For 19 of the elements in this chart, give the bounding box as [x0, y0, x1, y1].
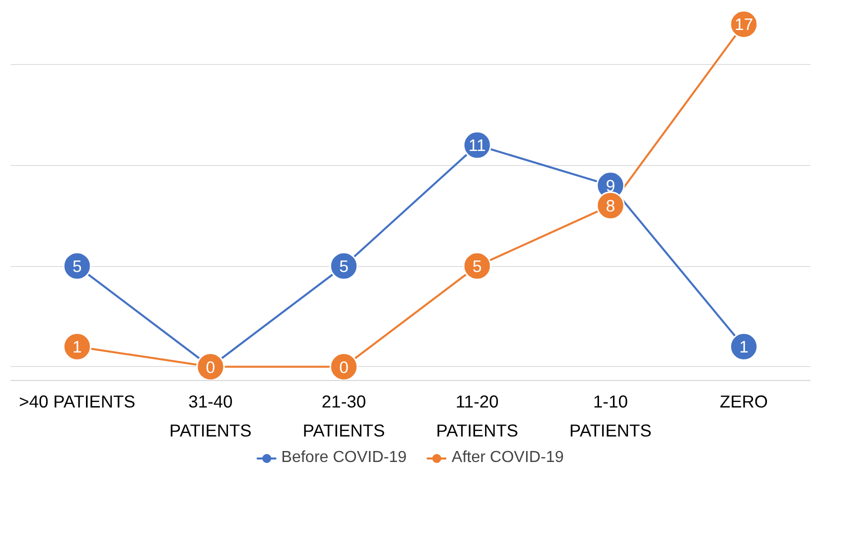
data-label: 11 — [468, 136, 486, 156]
data-label: 9 — [606, 176, 616, 196]
data-label: 5 — [472, 257, 482, 276]
data-label: 5 — [72, 257, 82, 276]
category-label: 11-20 PATIENTS — [436, 392, 518, 440]
data-label: 0 — [339, 358, 348, 377]
legend-label: After COVID-19 — [452, 449, 564, 467]
data-label: 1 — [739, 338, 748, 357]
x-tick-label: >40 PATIENTS — [18, 392, 136, 412]
data-label: 17 — [734, 15, 754, 34]
legend-label: Before COVID-19 — [281, 449, 407, 467]
category-label: 1-10 PATIENTS — [569, 392, 652, 440]
data-label: 5 — [339, 257, 348, 276]
data-label: 0 — [206, 358, 216, 377]
category-label: 21-30 PATIENTS — [302, 392, 385, 440]
category-label: 31-40 PATIENTS — [169, 392, 252, 440]
data-label: 1 — [72, 338, 82, 357]
x-tick-label: ZERO — [720, 392, 768, 412]
data-label: 8 — [606, 196, 616, 216]
